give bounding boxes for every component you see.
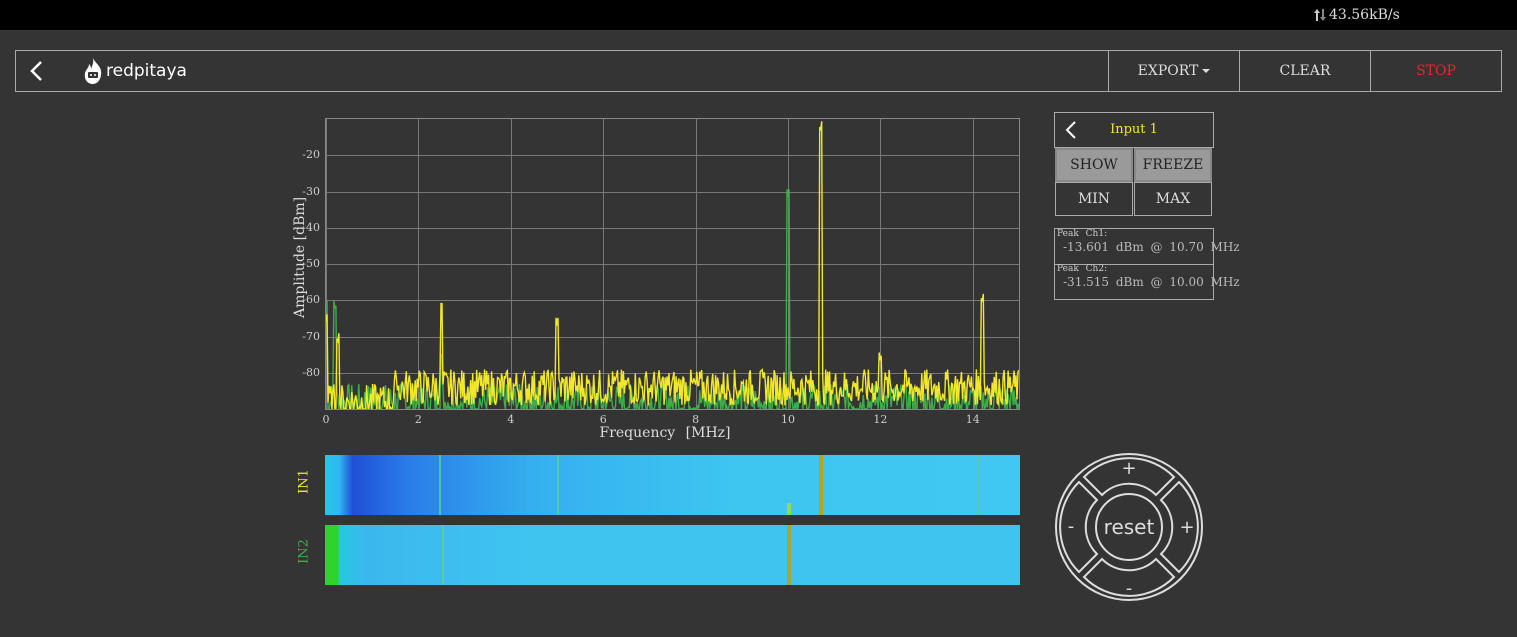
chevron-left-icon bbox=[30, 61, 42, 81]
grid-line-h bbox=[326, 227, 1019, 229]
x-tick-label: 2 bbox=[414, 413, 422, 426]
show-label: SHOW bbox=[1070, 157, 1118, 173]
peak-ch1-title: Peak Ch1: bbox=[1057, 229, 1108, 239]
grid-line-v bbox=[418, 119, 420, 409]
x-tick-label: 10 bbox=[781, 413, 795, 426]
grid-line-v bbox=[972, 119, 974, 409]
y-tick-label: -50 bbox=[302, 257, 320, 270]
zoom-out-y-button[interactable] bbox=[1082, 557, 1176, 597]
waterfall-line bbox=[557, 455, 559, 515]
y-tick-label: -30 bbox=[302, 184, 320, 198]
waterfall-in1 bbox=[325, 455, 1020, 515]
x-tick-label: 8 bbox=[692, 413, 700, 426]
x-tick-label: 12 bbox=[873, 413, 888, 426]
y-tick-label: -60 bbox=[302, 293, 320, 307]
waterfall-line bbox=[819, 455, 823, 515]
zoom-minus-left: - bbox=[1068, 516, 1075, 537]
export-label: EXPORT bbox=[1137, 63, 1199, 79]
ch1-trace bbox=[326, 121, 1019, 409]
clear-label: CLEAR bbox=[1279, 63, 1331, 79]
clear-button[interactable]: CLEAR bbox=[1239, 51, 1370, 91]
peak-ch2-title: Peak Ch2: bbox=[1057, 264, 1108, 274]
zoom-reset-label: reset bbox=[1104, 515, 1155, 539]
grid-line-v bbox=[326, 119, 327, 409]
grid-line-v bbox=[695, 119, 697, 409]
zoom-dpad: + - - + reset bbox=[1055, 453, 1203, 601]
grid-line-h bbox=[326, 336, 1019, 338]
chevron-left-icon bbox=[1065, 121, 1076, 139]
max-label: MAX bbox=[1155, 191, 1191, 207]
channel-back-button[interactable] bbox=[1063, 120, 1079, 144]
zoom-reset-button[interactable] bbox=[1095, 493, 1163, 561]
network-speed: 43.56kB/s bbox=[1313, 7, 1400, 23]
x-axis-label: Frequency [MHz] bbox=[599, 425, 731, 441]
stop-label: STOP bbox=[1416, 63, 1456, 79]
x-tick-label: 6 bbox=[599, 413, 607, 426]
grid-line-h bbox=[326, 264, 1019, 265]
redpitaya-logo: redpitaya bbox=[82, 57, 187, 85]
in2-label-text: IN2 bbox=[296, 539, 312, 564]
network-speed-value: 43.56kB/s bbox=[1329, 7, 1400, 23]
spectrum-traces bbox=[326, 121, 1019, 409]
in1-label: IN1 bbox=[297, 462, 312, 502]
redpitaya-flame-icon bbox=[84, 58, 102, 84]
y-tick-label: -40 bbox=[302, 220, 320, 234]
x-tick-label: 14 bbox=[965, 413, 980, 426]
grid-line-v bbox=[788, 119, 789, 409]
waterfall-line bbox=[439, 455, 441, 515]
transfer-arrows-icon bbox=[1314, 9, 1326, 21]
zoom-out-x-button[interactable] bbox=[1059, 480, 1099, 574]
x-tick-label: 0 bbox=[322, 413, 330, 426]
waterfall-line bbox=[977, 455, 979, 515]
peak-ch1-value: -13.601 dBm @ 10.70 MHz bbox=[1063, 240, 1240, 254]
min-button[interactable]: MIN bbox=[1055, 182, 1133, 216]
app-header: redpitaya EXPORT CLEAR STOP bbox=[15, 50, 1502, 92]
freeze-label: FREEZE bbox=[1142, 157, 1204, 173]
ch2-trace bbox=[326, 189, 1019, 409]
show-button[interactable]: SHOW bbox=[1055, 148, 1133, 182]
zoom-in-y-button[interactable] bbox=[1082, 457, 1176, 497]
stop-button[interactable]: STOP bbox=[1370, 51, 1501, 91]
waterfall-line bbox=[787, 503, 791, 515]
grid-line-v bbox=[510, 119, 512, 409]
grid-line-h bbox=[326, 300, 1019, 302]
peak-ch2-value: -31.515 dBm @ 10.00 MHz bbox=[1063, 275, 1240, 289]
zoom-plus-top: + bbox=[1121, 458, 1136, 479]
zoom-in-x-button[interactable] bbox=[1159, 480, 1199, 574]
zoom-minus-bottom: - bbox=[1126, 578, 1133, 599]
in2-label: IN2 bbox=[297, 532, 312, 572]
grid-line-v bbox=[880, 119, 882, 409]
export-button[interactable]: EXPORT bbox=[1108, 51, 1239, 91]
x-tick-label: 4 bbox=[507, 413, 515, 426]
back-button[interactable] bbox=[26, 59, 50, 83]
max-button[interactable]: MAX bbox=[1134, 182, 1212, 216]
waterfall-line bbox=[442, 525, 444, 585]
channel-title: Input 1 bbox=[1110, 122, 1158, 137]
peak-ch1-row: Peak Ch1: -13.601 dBm @ 10.70 MHz bbox=[1055, 229, 1240, 265]
peak-readout: Peak Ch1: -13.601 dBm @ 10.70 MHz Peak C… bbox=[1054, 228, 1240, 300]
spectrum-plot[interactable] bbox=[325, 118, 1020, 410]
y-tick-label: -70 bbox=[302, 329, 320, 343]
grid-line-h bbox=[326, 191, 1019, 193]
grid-line-h bbox=[326, 372, 1019, 374]
channel-header: Input 1 bbox=[1054, 112, 1214, 148]
grid-line-h bbox=[326, 155, 1019, 157]
in1-label-text: IN1 bbox=[296, 469, 312, 494]
caret-down-icon bbox=[1202, 69, 1211, 73]
top-status-bar: 43.56kB/s bbox=[0, 0, 1517, 30]
peak-ch2-row: Peak Ch2: -31.515 dBm @ 10.00 MHz bbox=[1055, 264, 1240, 299]
freeze-button[interactable]: FREEZE bbox=[1134, 148, 1212, 182]
y-tick-label: -80 bbox=[302, 365, 320, 379]
min-label: MIN bbox=[1077, 191, 1111, 207]
y-tick-label: -20 bbox=[302, 148, 320, 162]
logo-text: redpitaya bbox=[106, 61, 187, 81]
zoom-plus-right: + bbox=[1179, 517, 1194, 538]
grid-line-v bbox=[603, 119, 605, 409]
waterfall-in2 bbox=[325, 525, 1020, 585]
waterfall-line bbox=[787, 525, 791, 585]
